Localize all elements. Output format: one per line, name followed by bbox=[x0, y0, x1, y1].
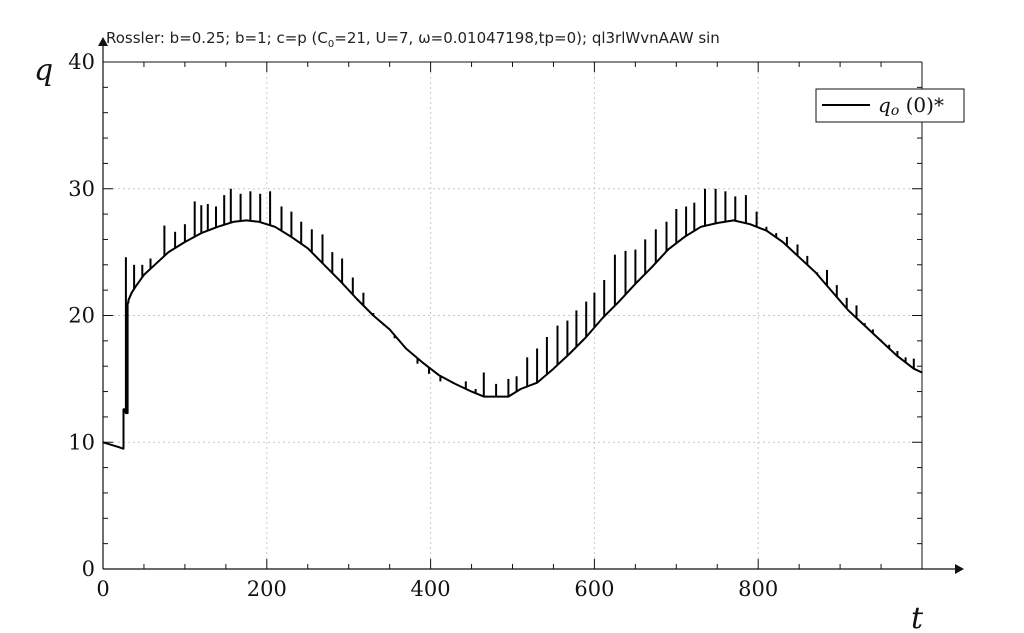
chart-title-suffix: =21, U=7, ω=0.01047198,tp=0); ql3rlWvnAA… bbox=[334, 29, 720, 47]
x-tick-label: 800 bbox=[738, 577, 778, 601]
y-tick-label: 0 bbox=[82, 557, 95, 581]
y-tick-label: 40 bbox=[68, 50, 95, 74]
legend-rest: (0)* bbox=[899, 93, 944, 117]
series-line-q0 bbox=[102, 219, 923, 450]
y-axis-arrow bbox=[98, 37, 108, 46]
legend-label: qo (0)* bbox=[878, 93, 944, 119]
legend: qo (0)* bbox=[815, 88, 965, 123]
series-spikes bbox=[124, 188, 915, 414]
chart-title-subscript: 0 bbox=[328, 39, 334, 50]
x-tick-label: 0 bbox=[96, 577, 109, 601]
legend-subscript: o bbox=[891, 103, 899, 119]
y-axis-title: q bbox=[34, 53, 53, 88]
legend-symbol: q bbox=[878, 93, 891, 117]
x-tick-label: 600 bbox=[574, 577, 614, 601]
x-axis-title: t bbox=[911, 601, 924, 633]
chart-title-prefix: Rossler: b=0.25; b=1; c=p (C bbox=[106, 29, 328, 47]
gridlines bbox=[103, 62, 922, 569]
chart-title: Rossler: b=0.25; b=1; c=p (C0=21, U=7, ω… bbox=[106, 29, 720, 50]
x-axis-arrow bbox=[955, 564, 964, 574]
y-tick-label: 20 bbox=[68, 304, 95, 328]
x-tick-label: 400 bbox=[411, 577, 451, 601]
x-tick-label: 200 bbox=[247, 577, 287, 601]
y-tick-label: 10 bbox=[68, 430, 95, 454]
y-tick-label: 30 bbox=[68, 177, 95, 201]
